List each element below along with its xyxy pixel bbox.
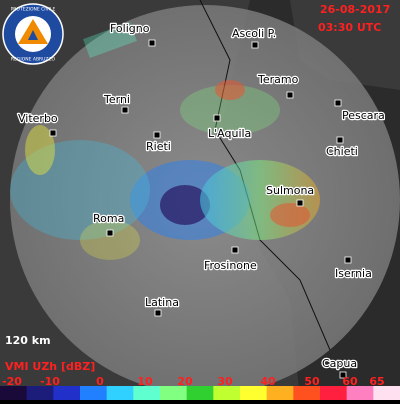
scale-swatch bbox=[26, 386, 54, 400]
city-label: Latina bbox=[145, 296, 179, 309]
city-label: Rieti bbox=[146, 140, 171, 153]
scale-swatch bbox=[346, 386, 374, 400]
scale-label: -20 bbox=[2, 375, 22, 388]
scale-swatch bbox=[240, 386, 268, 400]
scale-label: 40 bbox=[260, 375, 276, 388]
scale-swatch bbox=[373, 386, 400, 400]
color-scale: -20 -10 0 10 20 30 40 50 60 65 bbox=[0, 375, 400, 400]
range-label: 120 km bbox=[5, 334, 51, 347]
city-label: Chieti bbox=[326, 145, 358, 158]
scale-label: 10 bbox=[137, 375, 153, 388]
scale-swatch bbox=[266, 386, 294, 400]
scale-swatch bbox=[186, 386, 214, 400]
scale-swatch bbox=[160, 386, 188, 400]
scale-swatch bbox=[133, 386, 161, 400]
city-marker bbox=[153, 131, 161, 139]
city-marker bbox=[154, 309, 162, 317]
city-label: Sulmona bbox=[266, 184, 314, 197]
date: 26-08-2017 bbox=[320, 3, 390, 16]
scale-swatch bbox=[320, 386, 348, 400]
scale-swatch bbox=[293, 386, 321, 400]
scale-label: 65 bbox=[369, 375, 384, 388]
scale-swatch bbox=[106, 386, 134, 400]
city-marker bbox=[121, 106, 129, 114]
scale-label: 0 bbox=[96, 375, 104, 388]
time: 03:30 UTC bbox=[318, 21, 381, 34]
city-marker bbox=[286, 91, 294, 99]
scale-label: 60 bbox=[342, 375, 358, 388]
city-marker bbox=[148, 39, 156, 47]
scale-swatch bbox=[53, 386, 81, 400]
city-label: Frosinone bbox=[204, 259, 257, 272]
city-marker bbox=[296, 199, 304, 207]
city-label: Ascoli P. bbox=[232, 27, 276, 40]
scale-label: -10 bbox=[40, 375, 60, 388]
cities: Foligno Ascoli P. Teramo Terni Pescara Viterb… bbox=[17, 21, 386, 379]
logo-top: PROTEZIONE CIVILE bbox=[11, 7, 56, 13]
city-marker bbox=[251, 41, 259, 49]
city-label: Viterbo bbox=[18, 112, 58, 125]
city-label: Foligno bbox=[110, 22, 150, 35]
scale-swatch bbox=[213, 386, 241, 400]
city-marker bbox=[106, 229, 114, 237]
city-label: Teramo bbox=[257, 73, 299, 86]
city-label: L'Aquila bbox=[208, 127, 251, 140]
scale-label: 30 bbox=[217, 375, 233, 388]
city-marker bbox=[213, 114, 221, 122]
city-label: Terni bbox=[103, 93, 130, 106]
city-label: Capua bbox=[322, 357, 357, 370]
scale-label: 20 bbox=[177, 375, 193, 388]
city-label: Isernia bbox=[335, 267, 372, 280]
echoes bbox=[10, 22, 320, 260]
scale-swatch bbox=[80, 386, 108, 400]
city-marker bbox=[334, 99, 342, 107]
city-label: Roma bbox=[93, 212, 124, 225]
city-marker bbox=[231, 246, 239, 254]
scale-label: 50 bbox=[304, 375, 320, 388]
legend-title: VMI UZh [dBZ] bbox=[5, 360, 95, 373]
city-label: Pescara bbox=[342, 109, 385, 122]
logo: PROTEZIONE CIVILE REGIONE ABRUZZO bbox=[2, 3, 64, 65]
city-marker bbox=[336, 136, 344, 144]
city-marker bbox=[49, 129, 57, 137]
logo-bottom: REGIONE ABRUZZO bbox=[11, 57, 56, 63]
scale-swatch bbox=[0, 386, 28, 400]
city-marker bbox=[339, 371, 347, 379]
city-marker bbox=[344, 256, 352, 264]
